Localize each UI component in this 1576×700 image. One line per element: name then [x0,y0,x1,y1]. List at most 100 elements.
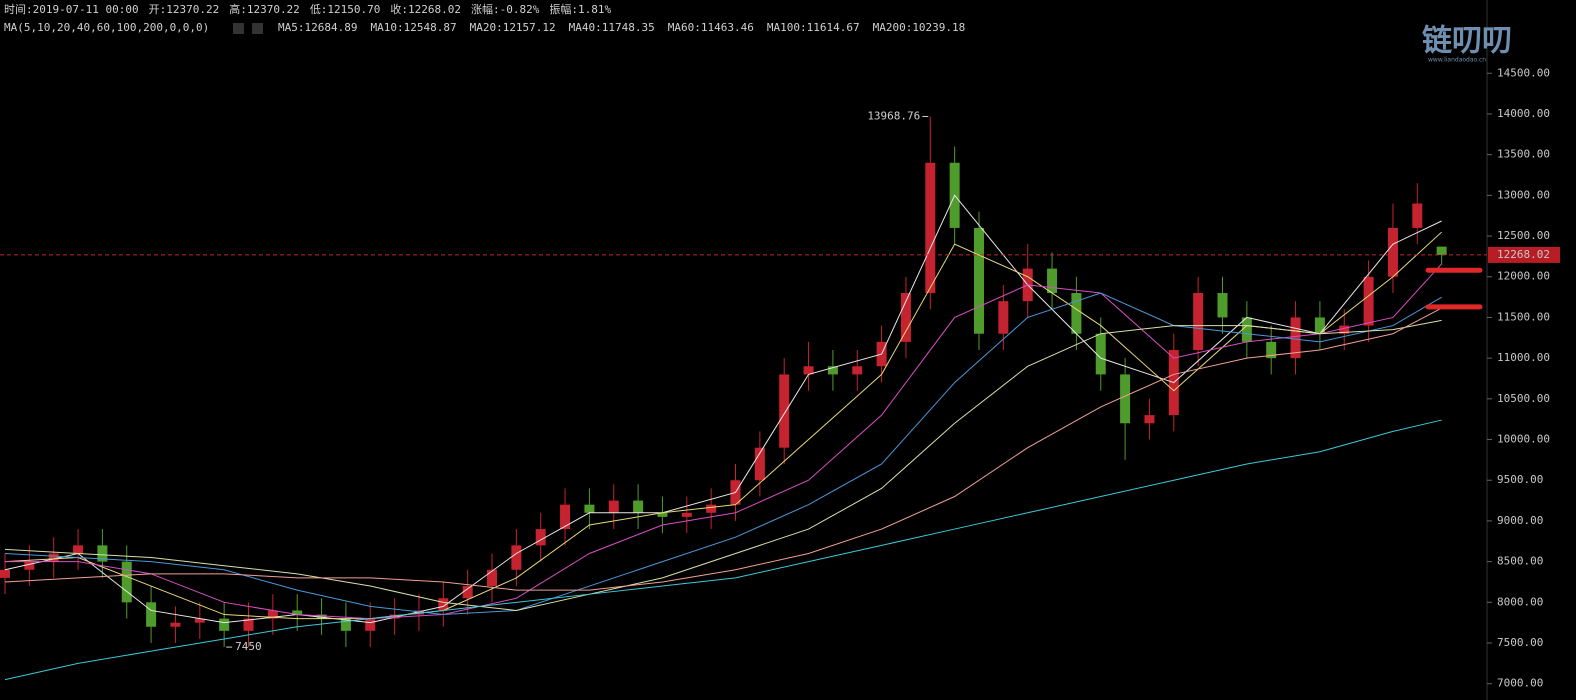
y-tick-label: 8500.00 [1497,555,1543,568]
candle-body [1314,317,1325,334]
info-item: 高:12370.22 [229,2,300,16]
candle-body [1047,268,1058,294]
ma-line [4,319,1442,611]
candle-body [827,366,838,375]
candle-body [1241,317,1252,342]
candle-body [511,545,522,570]
last-price-box [1488,246,1560,263]
candle-body [584,504,595,513]
legend-entry: MA20:12157.12 [470,21,556,34]
y-tick-label: 13000.00 [1497,188,1550,201]
y-tick-label: 8000.00 [1497,595,1543,608]
candle-body [121,561,132,603]
legend-entry: MA100:11614.67 [767,21,860,34]
y-tick-label: 14000.00 [1497,107,1550,120]
close-icon[interactable] [252,23,263,34]
candle-body [535,529,546,546]
candle-body [1144,415,1155,424]
info-item: 时间:2019-07-11 00:00 [4,3,139,16]
ma-title: MA(5,10,20,40,60,100,200,0,0,0) [4,21,209,34]
candle-body [706,504,717,513]
candle-body [1120,374,1131,424]
candle-body [316,614,327,619]
candle-body [0,569,10,578]
candle-body [779,374,790,448]
legend-entry: MA10:12548.87 [370,21,456,34]
y-tick-label: 11000.00 [1497,351,1550,364]
candle-body [1217,293,1228,318]
info-item: 低:12150.70 [310,3,381,16]
candle-body [170,622,181,627]
candle-body [998,301,1009,334]
candle-body [487,569,497,587]
candle-body [48,553,59,562]
low-annotation: 7450 [235,640,262,653]
candle-body [657,512,668,517]
y-tick-label: 11500.00 [1497,310,1550,323]
y-tick-label: 13500.00 [1497,148,1550,161]
y-tick-label: 7500.00 [1497,636,1543,649]
candle-body [267,610,278,619]
candle-body [1290,317,1301,359]
ma-line [4,307,1442,591]
ma-line [4,292,1442,616]
candle-body [73,545,84,554]
candle-body [194,618,205,623]
y-tick-label: 10500.00 [1497,392,1550,405]
watermark-sub: www.liandaodao.cn [1428,57,1486,64]
y-tick-label: 9000.00 [1497,514,1543,527]
high-annotation: 13968.76 [867,109,920,122]
settings-icon[interactable] [233,23,244,34]
candle-body [292,610,303,615]
ma-line [4,231,1442,620]
legend-entry: MA200:10239.18 [873,21,966,34]
candle-body [681,512,692,517]
candle-body [900,293,911,342]
candle-body [1095,333,1106,375]
candle-body [1266,341,1277,359]
legend-entry: MA5:12684.89 [278,21,357,34]
y-tick-label: 12500.00 [1497,229,1550,242]
last-price-label: 12268.02 [1497,248,1550,261]
candle-body [97,545,108,562]
candle-body [389,614,400,619]
y-tick-label: 12000.00 [1497,270,1550,283]
candle-body [974,227,984,334]
candle-body [608,500,619,513]
candle-body [1071,293,1082,334]
candle-body [24,561,35,570]
legend-entry: MA60:11463.46 [668,21,754,34]
ma-line [4,194,1442,624]
candle-body [852,366,863,375]
candle-body [340,618,351,631]
candle-body [243,618,254,631]
candle-body [1339,325,1350,334]
info-item: -0.82% [500,3,540,16]
candle-body [1387,227,1398,277]
info-item: 收:12268.02 [390,2,461,16]
watermark: 链叨叨 [1422,24,1512,59]
candle-body [219,618,230,631]
info-item: 振幅:1.81% [549,2,611,16]
candle-body [1193,293,1204,350]
candle-body [1412,203,1423,228]
ma-line [5,263,1443,620]
ma-line [4,419,1442,681]
candle-body [1363,276,1374,326]
candle-body [1436,246,1447,255]
candle-body [438,598,449,611]
candle-body [146,602,157,627]
info-item: 涨幅: [471,3,500,16]
y-tick-label: 7000.00 [1497,677,1543,690]
candle-body [633,500,644,513]
y-tick-label: 10000.00 [1497,433,1550,446]
candle-body [413,610,424,615]
candle-body [560,504,571,530]
candle-body [754,447,765,481]
legend-entry: MA40:11748.35 [569,21,655,34]
candle-body [365,618,376,631]
candle-body [925,162,936,294]
info-item: 开:12370.22 [149,3,220,16]
candle-body [803,366,814,375]
